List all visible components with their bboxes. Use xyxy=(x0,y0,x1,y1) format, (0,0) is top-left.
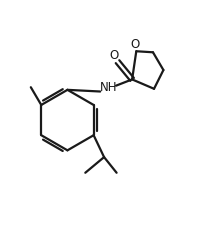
Text: O: O xyxy=(109,49,118,62)
Text: NH: NH xyxy=(99,81,117,94)
Text: O: O xyxy=(131,38,140,51)
